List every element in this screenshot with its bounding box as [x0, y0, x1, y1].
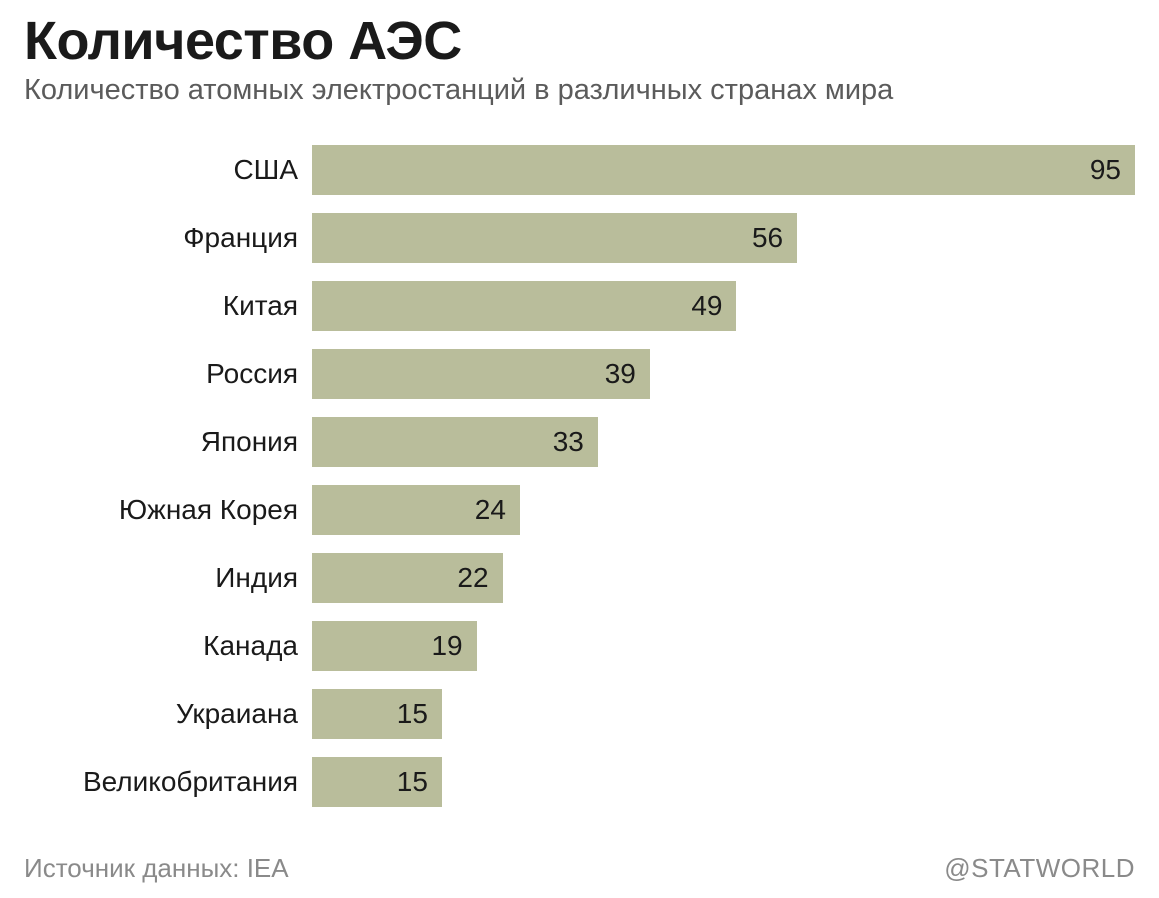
bar-row: Украиана 15 — [24, 680, 1135, 748]
bar-row: Канада 19 — [24, 612, 1135, 680]
bar-track: 39 — [312, 349, 1135, 399]
bar-track: 24 — [312, 485, 1135, 535]
bar-row: Россия 39 — [24, 340, 1135, 408]
bar-track: 15 — [312, 689, 1135, 739]
bar-track: 33 — [312, 417, 1135, 467]
bar-value: 15 — [397, 766, 428, 798]
bar-track: 15 — [312, 757, 1135, 807]
bar-value: 24 — [475, 494, 506, 526]
bar-row: Индия 22 — [24, 544, 1135, 612]
bar-value: 39 — [605, 358, 636, 390]
bar-row: Китая 49 — [24, 272, 1135, 340]
bar-value: 95 — [1090, 154, 1121, 186]
bar: 33 — [312, 417, 598, 467]
bar-row: США 95 — [24, 136, 1135, 204]
source-label: Источник данных: IEA — [24, 853, 289, 884]
bar: 22 — [312, 553, 503, 603]
bar: 24 — [312, 485, 520, 535]
credit-label: @STATWORLD — [944, 853, 1135, 884]
bar-value: 22 — [457, 562, 488, 594]
bar-value: 19 — [431, 630, 462, 662]
bar-label: Украиана — [24, 698, 312, 730]
bar-row: Южная Корея 24 — [24, 476, 1135, 544]
bar-label: Канада — [24, 630, 312, 662]
bar-value: 56 — [752, 222, 783, 254]
bar-value: 33 — [553, 426, 584, 458]
bar-track: 19 — [312, 621, 1135, 671]
bar-track: 95 — [312, 145, 1135, 195]
bar: 39 — [312, 349, 650, 399]
bar: 49 — [312, 281, 736, 331]
bar: 15 — [312, 757, 442, 807]
bar-track: 22 — [312, 553, 1135, 603]
bar-label: Россия — [24, 358, 312, 390]
chart-footer: Источник данных: IEA @STATWORLD — [24, 853, 1135, 884]
bar-label: Южная Корея — [24, 494, 312, 526]
bar-row: Япония 33 — [24, 408, 1135, 476]
bar-label: Великобритания — [24, 766, 312, 798]
bar-row: Великобритания 15 — [24, 748, 1135, 816]
bar-label: Индия — [24, 562, 312, 594]
chart-subtitle: Количество атомных электростанций в разл… — [24, 73, 1135, 108]
bar-label: Япония — [24, 426, 312, 458]
bar-row: Франция 56 — [24, 204, 1135, 272]
bar: 19 — [312, 621, 477, 671]
bar: 95 — [312, 145, 1135, 195]
bar-label: США — [24, 154, 312, 186]
chart-title: Количество АЭС — [24, 12, 1135, 71]
bar-track: 56 — [312, 213, 1135, 263]
bar-value: 49 — [691, 290, 722, 322]
bar: 56 — [312, 213, 797, 263]
bar-value: 15 — [397, 698, 428, 730]
bar: 15 — [312, 689, 442, 739]
bar-label: Франция — [24, 222, 312, 254]
bar-track: 49 — [312, 281, 1135, 331]
bar-chart: США 95 Франция 56 Китая 49 Россия 39 Япония 33 Южн… — [24, 136, 1135, 816]
bar-label: Китая — [24, 290, 312, 322]
chart-container: { "title": "Количество АЭС", "subtitle":… — [0, 0, 1159, 898]
